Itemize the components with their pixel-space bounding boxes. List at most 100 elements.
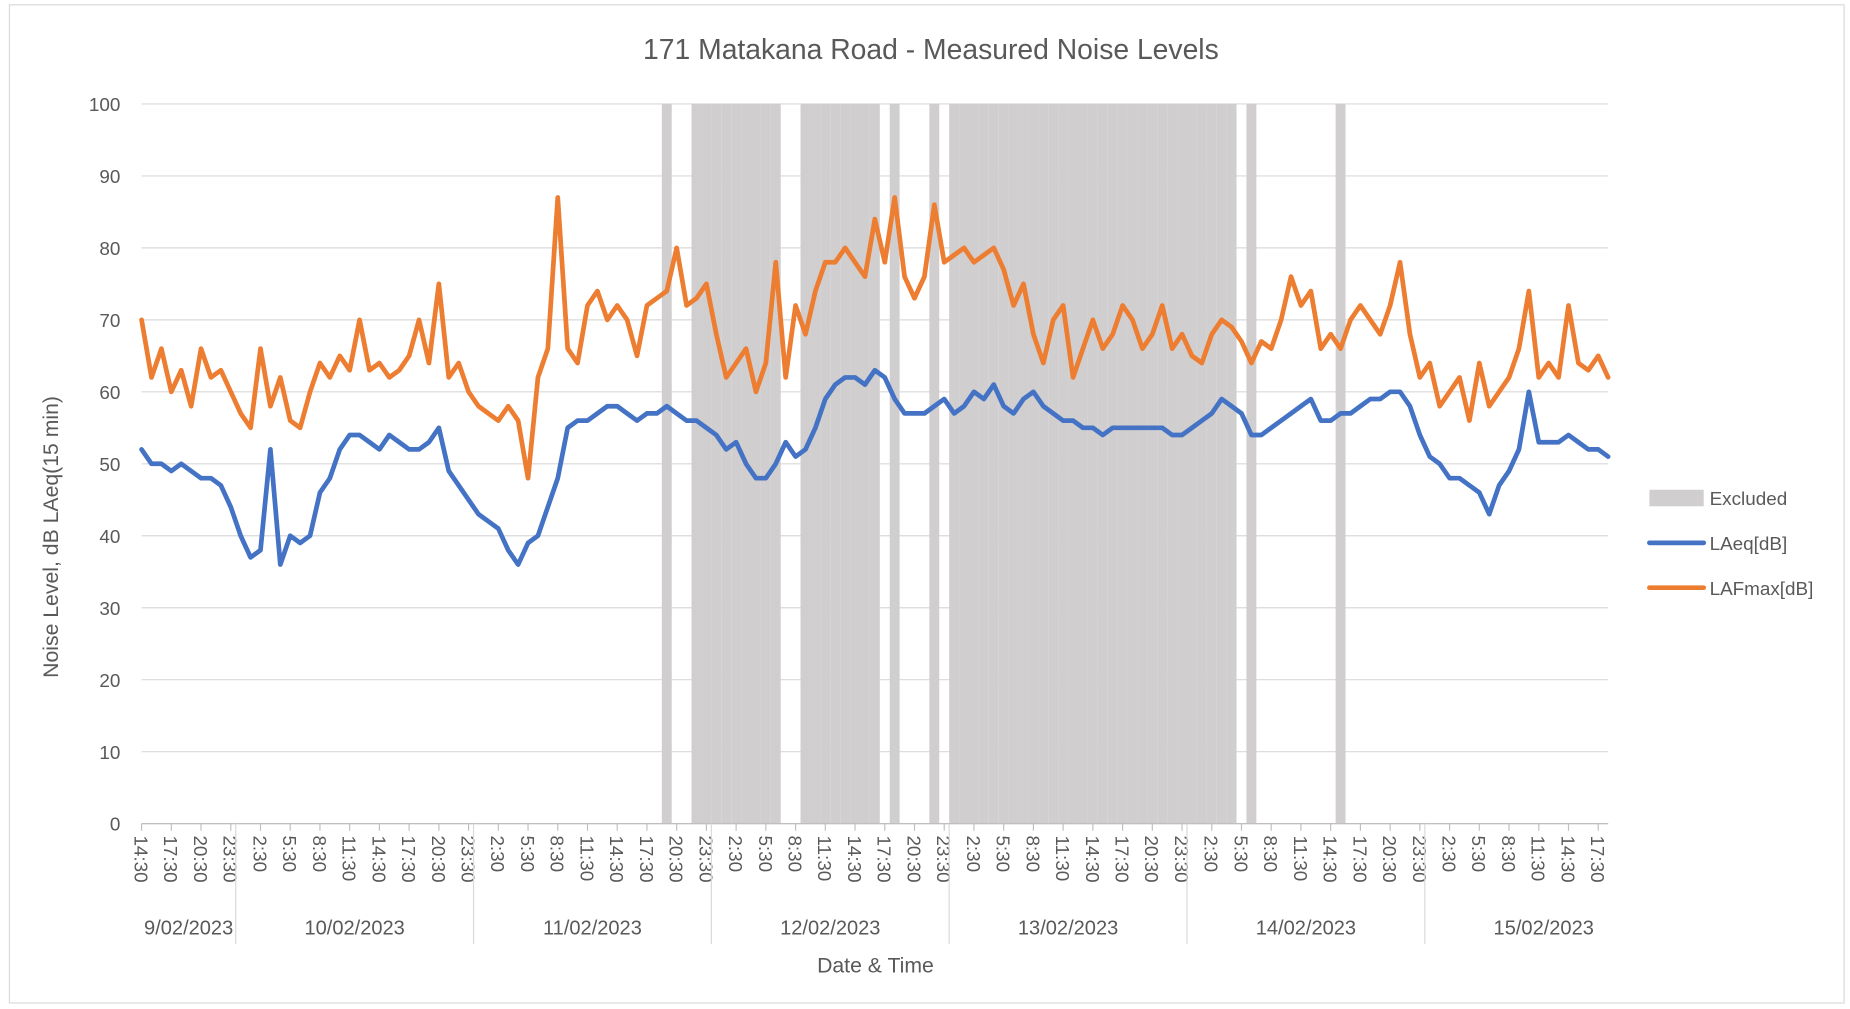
x-tick-label: 20:30 (428, 835, 449, 882)
x-tick-label: 14:30 (1557, 835, 1578, 882)
excluded-band (731, 103, 742, 824)
excluded-band (1157, 103, 1168, 824)
y-tick-label: 50 (99, 454, 120, 475)
x-tick-label: 8:30 (785, 835, 806, 872)
series-line (139, 367, 1611, 567)
x-tick-label: 20:30 (190, 835, 211, 882)
excluded-band (998, 103, 1009, 824)
excluded-band (1087, 103, 1098, 824)
x-tick-label: 5:30 (517, 835, 538, 872)
x-tick-label: 20:30 (1141, 835, 1162, 882)
x-tick-label: 17:30 (160, 835, 181, 882)
x-tick-label: 14:30 (1320, 835, 1341, 882)
excluded-band (988, 103, 999, 824)
excluded-band (711, 103, 722, 824)
x-tick-label: 2:30 (249, 835, 270, 872)
date-group-label: 14/02/2023 (1256, 918, 1356, 940)
x-tick-label: 11:30 (1528, 835, 1549, 881)
excluded-bands (661, 103, 1346, 824)
chart-title: 171 Matakana Road - Measured Noise Level… (643, 33, 1219, 65)
y-tick-label: 100 (89, 94, 120, 115)
x-tick-label: 11:30 (576, 835, 597, 881)
x-tick-label: 11:30 (1290, 835, 1311, 881)
x-tick-label: 11:30 (339, 835, 360, 881)
x-tick-label: 17:30 (874, 835, 895, 882)
excluded-band (1058, 103, 1069, 824)
y-tick-label: 0 (110, 814, 121, 835)
x-tick-label: 8:30 (1498, 835, 1519, 872)
x-tick-label: 14:30 (844, 835, 865, 882)
excluded-band (830, 103, 841, 824)
excluded-band (1048, 103, 1059, 824)
date-group-label: 9/02/2023 (144, 918, 233, 940)
x-tick-label: 8:30 (309, 835, 330, 872)
excluded-band (750, 103, 761, 824)
x-tick-label: 11:30 (1052, 835, 1073, 881)
excluded-band (1028, 103, 1039, 824)
x-tick-label: 8:30 (1260, 835, 1281, 872)
x-axis-title: Date & Time (817, 954, 934, 977)
date-group-label: 15/02/2023 (1494, 918, 1594, 940)
excluded-band (1077, 103, 1088, 824)
excluded-band (949, 103, 960, 824)
excluded-band (1137, 103, 1148, 824)
x-tick-label: 2:30 (963, 835, 984, 872)
excluded-band (959, 103, 969, 824)
excluded-band (661, 103, 672, 824)
excluded-band (1008, 103, 1019, 824)
y-tick-label: 30 (99, 598, 120, 619)
x-tick-label: 5:30 (1230, 835, 1251, 872)
x-tick-label: 17:30 (1112, 835, 1133, 882)
x-tick-label: 2:30 (725, 835, 746, 872)
y-tick-label: 10 (99, 742, 120, 763)
x-tick-label: 5:30 (993, 835, 1014, 872)
excluded-band (1038, 103, 1049, 824)
x-tick-label: 14:30 (606, 835, 627, 882)
legend-label: Excluded (1710, 488, 1788, 509)
x-tick-label: 20:30 (903, 835, 924, 882)
legend: Excluded LAeq[dB] LAFmax[dB] (1647, 488, 1814, 599)
lines (139, 195, 1611, 567)
y-tick-label: 70 (99, 310, 120, 331)
excluded-band (850, 103, 860, 824)
x-tick-label: 14:30 (1082, 835, 1103, 882)
x-tick-label: 5:30 (279, 835, 300, 872)
x-tick-label: 23:30 (1171, 835, 1192, 882)
x-tick-label: 2:30 (1439, 835, 1460, 872)
x-tick-label: 5:30 (1468, 835, 1489, 872)
excluded-band (820, 103, 831, 824)
legend-swatch (1649, 489, 1704, 507)
date-group-label: 13/02/2023 (1018, 918, 1118, 940)
excluded-band (889, 103, 900, 824)
x-tick-label: 23:30 (695, 835, 716, 882)
excluded-band (1226, 103, 1237, 824)
y-tick-label: 20 (99, 670, 120, 691)
legend-label: LAFmax[dB] (1710, 578, 1814, 599)
x-tick-label: 2:30 (487, 835, 508, 872)
excluded-band (1068, 103, 1078, 824)
x-tick-label: 23:30 (1409, 835, 1430, 882)
excluded-band (691, 103, 702, 824)
series-line (139, 195, 1611, 481)
excluded-band (1117, 103, 1128, 824)
excluded-band (760, 103, 771, 824)
excluded-band (701, 103, 712, 824)
excluded-band (1216, 103, 1227, 824)
y-axis-title: Noise Level, dB LAeq(15 min) (40, 396, 63, 678)
excluded-band (1018, 103, 1029, 824)
x-axis: 14:30 17:30 20:30 23:30 2:30 5:30 8:30 11:30 14:… (131, 823, 1608, 944)
excluded-band (859, 103, 870, 824)
date-group-label: 11/02/2023 (543, 918, 642, 940)
x-tick-label: 17:30 (1349, 835, 1370, 882)
excluded-band (1246, 103, 1257, 824)
excluded-band (978, 103, 989, 824)
x-tick-label: 23:30 (933, 835, 954, 882)
excluded-band (721, 103, 732, 824)
x-tick-label: 17:30 (1587, 835, 1608, 882)
y-tick-label: 90 (99, 166, 120, 187)
x-tick-label: 23:30 (220, 835, 241, 882)
excluded-band (1107, 103, 1118, 824)
legend-label: LAeq[dB] (1710, 533, 1788, 554)
